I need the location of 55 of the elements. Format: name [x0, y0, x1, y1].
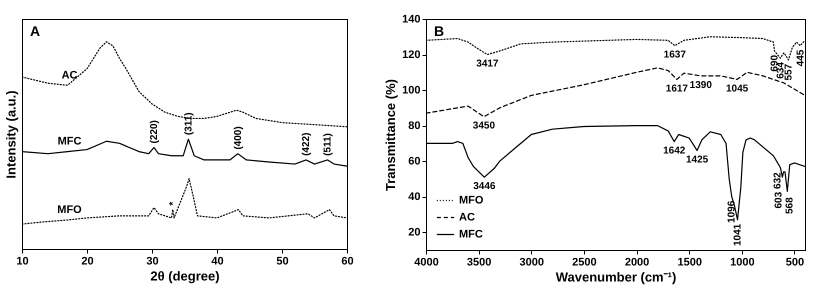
x-tick-label: 3000	[520, 256, 544, 268]
annotation: 3446	[473, 181, 496, 192]
x-axis-title: Wavenumber (cm⁻¹)	[556, 270, 676, 284]
x-tick-label: 50	[276, 256, 289, 268]
y-tick-label: 60	[408, 156, 420, 168]
series-label: MFO	[57, 204, 82, 216]
annotation: 3417	[476, 58, 499, 70]
y-axis-title: Transmittance (%)	[383, 79, 398, 191]
annotation: 1617	[666, 83, 688, 94]
series-label: AC	[62, 69, 78, 82]
x-axis-title: 2θ (degree)	[150, 268, 220, 284]
annotation: 1096	[726, 200, 738, 223]
y-tick-label: 40	[408, 191, 420, 204]
annotation: 568	[784, 196, 796, 214]
x-tick-label: 60	[341, 256, 354, 268]
annotation: 1045	[726, 83, 749, 94]
x-tick-label: 2000	[624, 256, 650, 268]
y-tick-label: 120	[402, 49, 420, 62]
annotation: 3450	[472, 120, 496, 132]
annotation: 632	[772, 172, 784, 189]
x-tick-label: 1000	[730, 256, 755, 268]
x-tick-label: 500	[786, 256, 804, 268]
annotation: 603	[774, 191, 785, 209]
y-tick-label: 140	[402, 14, 420, 26]
annotation: B	[434, 23, 444, 39]
legend-label: AC	[459, 212, 475, 224]
annotation: (220)	[148, 120, 160, 144]
annotation: 1041	[732, 223, 744, 246]
x-tick-label: 4000	[414, 256, 439, 268]
annotation: 557	[783, 63, 794, 81]
annotation: (311)	[183, 112, 194, 136]
annotation: 1390	[690, 80, 712, 91]
annotation: *	[168, 202, 179, 206]
x-tick-label: 3500	[466, 256, 492, 268]
annotation: 1637	[664, 50, 686, 61]
annotation: (511)	[322, 133, 334, 156]
annotation: 1425	[686, 154, 709, 166]
x-tick-label: 20	[81, 256, 94, 268]
legend-label: MFC	[459, 228, 483, 240]
legend-label: MFO	[459, 194, 484, 206]
x-tick-label: 40	[211, 256, 224, 268]
annotation: (422)	[301, 132, 312, 156]
text: A	[30, 23, 40, 39]
x-tick-label: 2500	[572, 256, 597, 268]
annotation: (400)	[232, 126, 244, 150]
y-tick-label: 20	[408, 226, 420, 239]
annotation: 445	[795, 49, 806, 66]
x-tick-label: 1500	[677, 256, 702, 268]
annotation: 1642	[663, 146, 686, 157]
x-tick-label: 30	[146, 256, 159, 268]
y-axis-title: Intensity (a.u.)	[4, 90, 18, 179]
x-tick-label: 10	[16, 256, 29, 268]
y-tick-label: 100	[402, 84, 420, 97]
y-tick-label: 80	[408, 120, 420, 132]
series-label: MFC	[58, 136, 82, 148]
